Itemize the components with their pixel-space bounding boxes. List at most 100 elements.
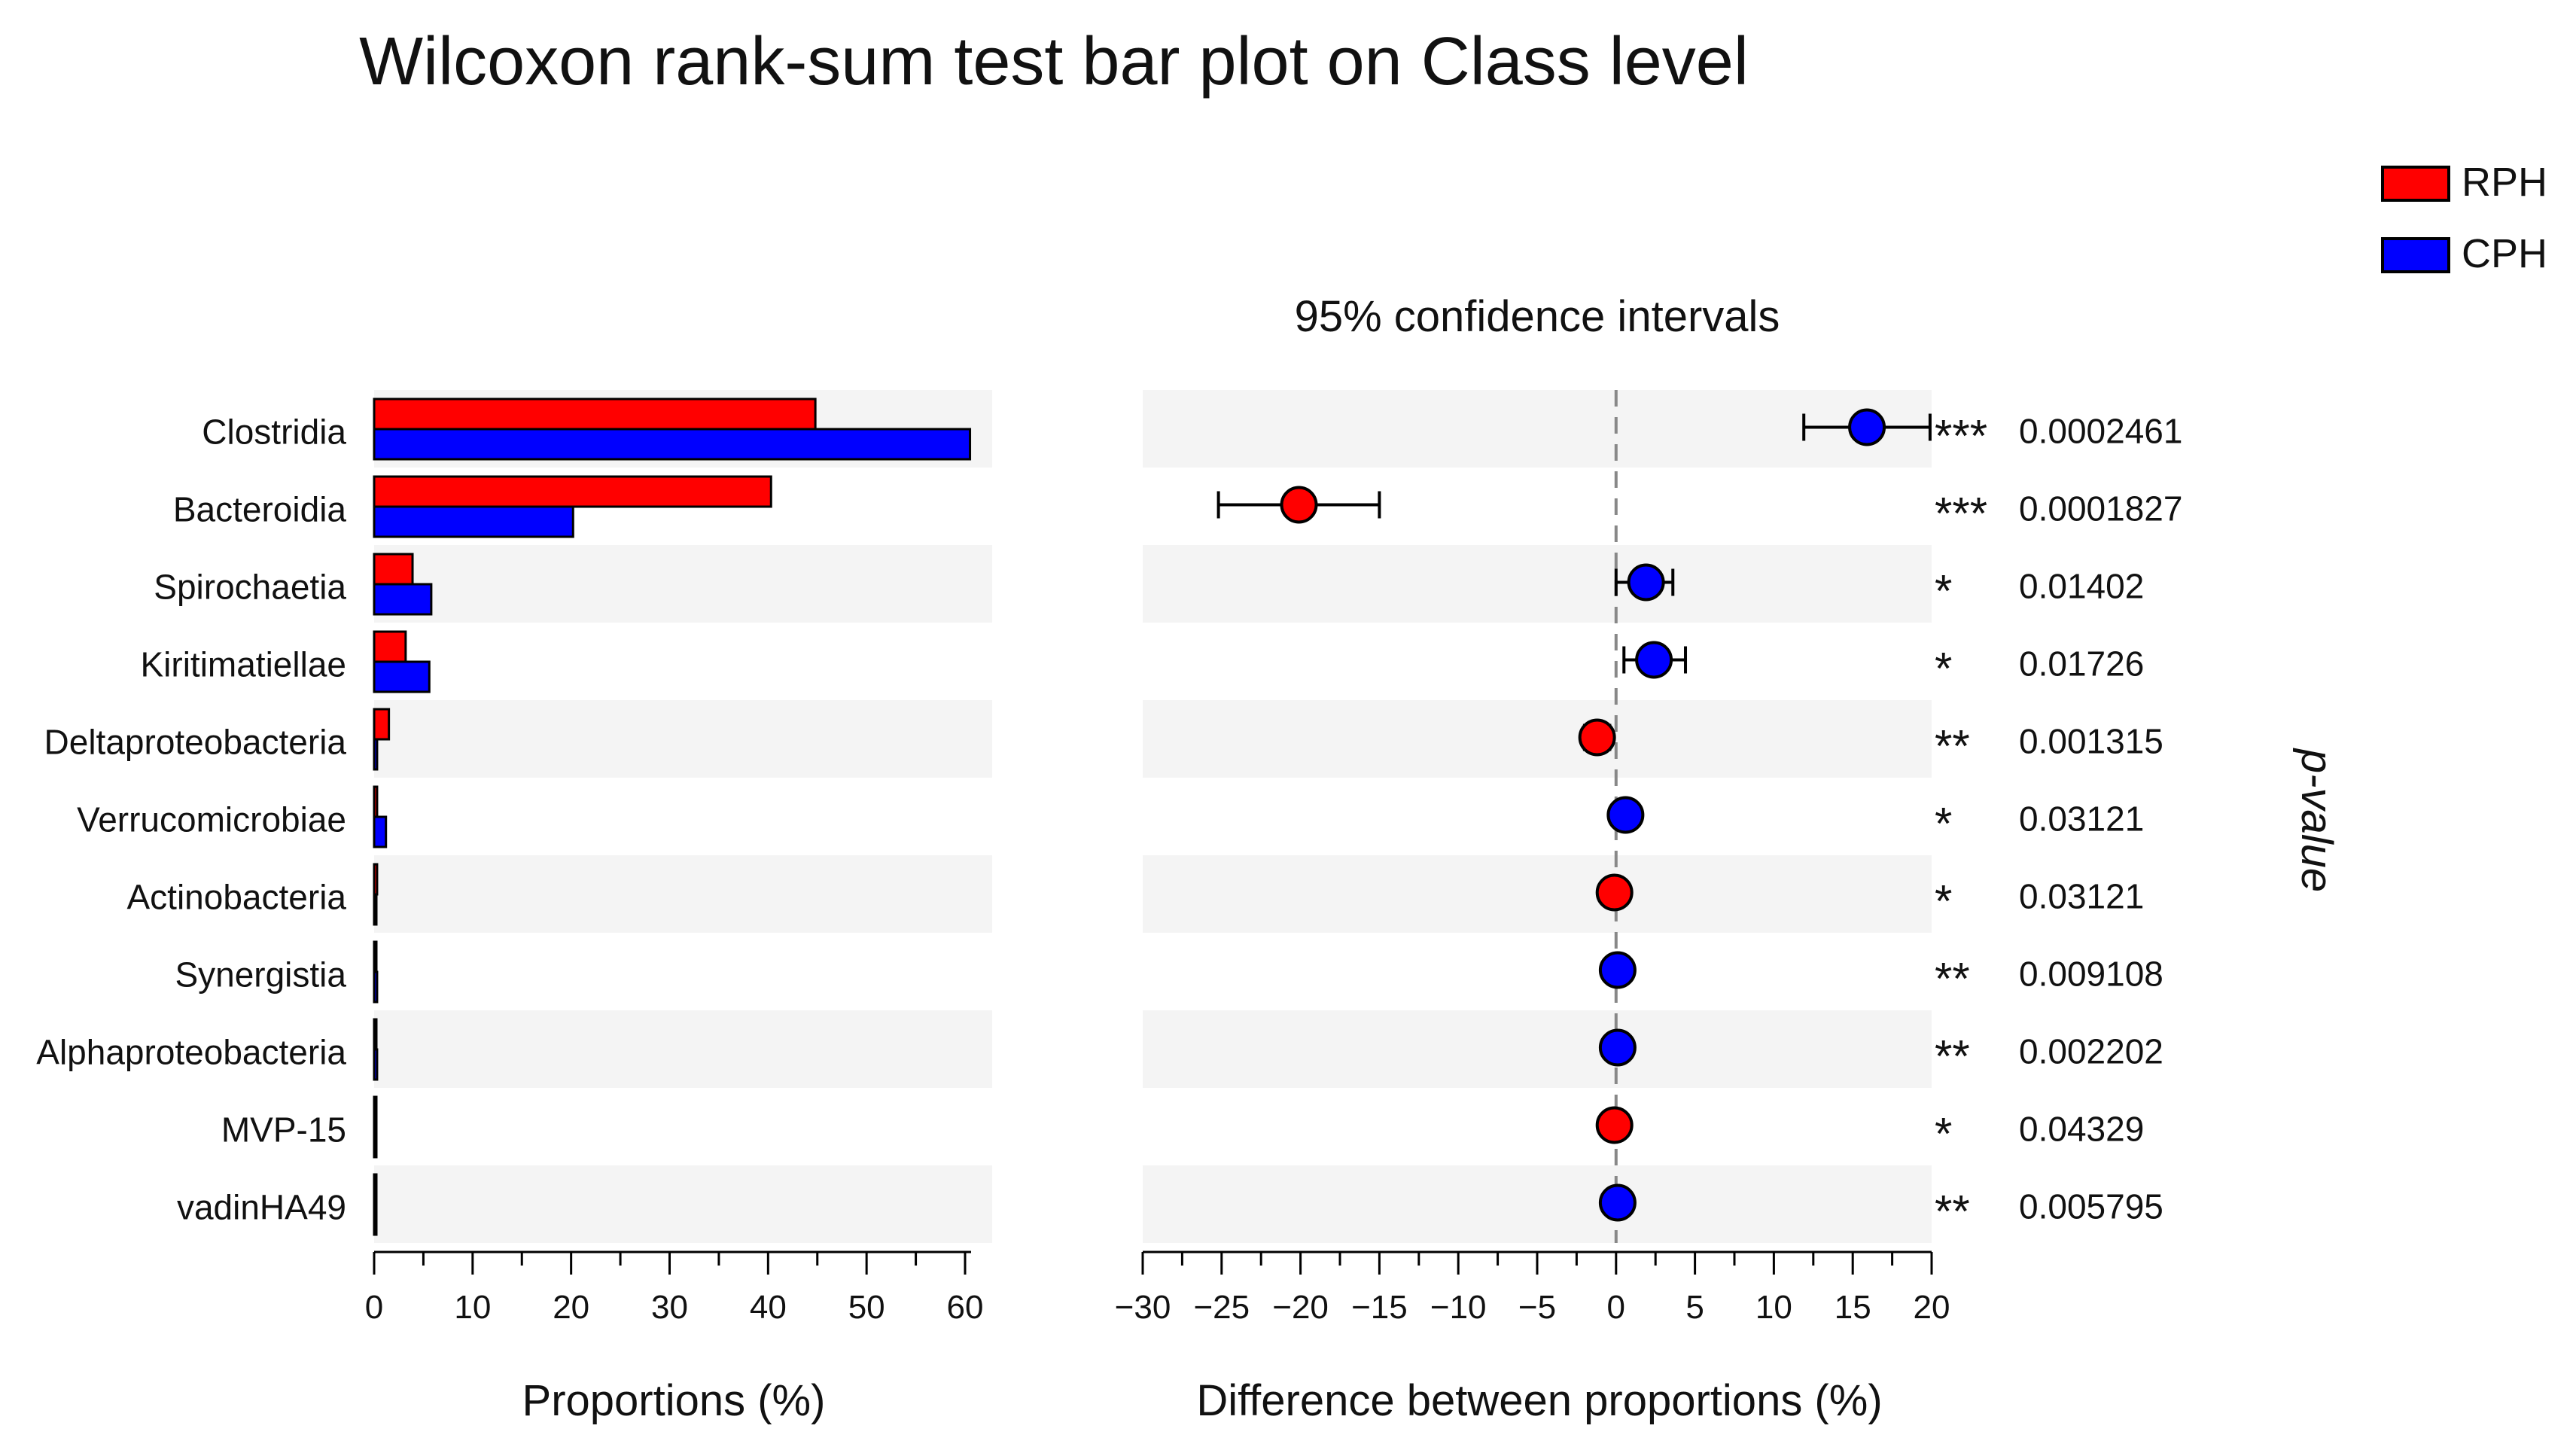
category-label: Clostridia xyxy=(202,413,346,452)
ci-point-cph xyxy=(1627,563,1665,602)
ci-point-rph xyxy=(1595,1106,1634,1144)
bar-cph xyxy=(373,660,431,693)
p-value-label: 0.005795 xyxy=(2019,1187,2163,1226)
significance-stars: ** xyxy=(1935,1031,1970,1082)
ci-point-rph xyxy=(1595,873,1634,912)
bar-cph xyxy=(373,583,433,616)
bar-panel-tick-label: 40 xyxy=(750,1289,787,1326)
chart-title: Wilcoxon rank-sum test bar plot on Class… xyxy=(359,24,1749,99)
bar-row-band-8 xyxy=(374,1010,992,1088)
ci-panel-tick-label: −5 xyxy=(1518,1289,1556,1326)
bar-rph xyxy=(373,785,379,818)
ci-point-cph xyxy=(1606,796,1645,834)
ci-row-band-0 xyxy=(1143,390,1932,468)
p-value-label: 0.01402 xyxy=(2019,567,2144,606)
ci-panel-tick-label: 20 xyxy=(1914,1289,1950,1326)
ci-panel-tick-label: −20 xyxy=(1272,1289,1329,1326)
category-label: Synergistia xyxy=(175,955,346,995)
category-label: Actinobacteria xyxy=(127,878,347,917)
bar-row-band-2 xyxy=(374,545,992,623)
legend-swatch-cph xyxy=(2381,237,2450,273)
ci-panel: *** 0.0002461*** 0.0001827* 0.01402* 0.01726… xyxy=(1216,390,2182,1243)
bar-cph xyxy=(373,738,379,771)
bar-rph xyxy=(373,1173,378,1206)
significance-stars: * xyxy=(1935,644,1952,694)
p-value-label: 0.0001827 xyxy=(2019,489,2182,528)
ci-point-cph xyxy=(1635,641,1673,679)
category-label: Kiritimatiellae xyxy=(140,645,346,684)
row-bands xyxy=(374,390,1932,1243)
p-value-label: 0.03121 xyxy=(2019,800,2144,839)
ci-panel-tick-label: 15 xyxy=(1835,1289,1871,1326)
bar-row-band-10 xyxy=(374,1165,992,1243)
ci-panel-tick-label: 10 xyxy=(1755,1289,1792,1326)
significance-stars: * xyxy=(1935,799,1952,849)
bar-row-band-6 xyxy=(374,855,992,933)
category-label: Bacteroidia xyxy=(173,490,347,529)
ci-row-band-4 xyxy=(1143,700,1932,778)
ci-point-cph xyxy=(1598,1183,1637,1222)
bar-cph xyxy=(373,815,388,848)
ci-row-band-2 xyxy=(1143,545,1932,623)
category-label: vadinHA49 xyxy=(177,1188,346,1227)
bar-panel-tick-label: 0 xyxy=(365,1289,383,1326)
significance-stars: * xyxy=(1935,876,1952,927)
significance-stars: ** xyxy=(1935,954,1970,1004)
bar-panel-xlabel: Proportions (%) xyxy=(522,1376,826,1425)
ci-panel-tick-label: −30 xyxy=(1115,1289,1171,1326)
ci-point-cph xyxy=(1848,408,1886,446)
bar-cph xyxy=(373,505,574,538)
bar-cph xyxy=(373,1203,378,1236)
bar-rph xyxy=(373,398,817,431)
bar-rph xyxy=(373,863,379,896)
ci-row-band-8 xyxy=(1143,1010,1932,1088)
bar-rph xyxy=(373,630,407,663)
ci-row-band-10 xyxy=(1143,1165,1932,1243)
category-label: Deltaproteobacteria xyxy=(44,723,347,762)
ci-point-rph xyxy=(1578,718,1616,757)
bar-rph xyxy=(373,1095,378,1129)
category-label: Alphaproteobacteria xyxy=(36,1033,346,1072)
legend: RPH CPH xyxy=(2381,160,2547,276)
bar-rph xyxy=(373,708,391,741)
bar-row-band-4 xyxy=(374,700,992,778)
ci-panel-tick-label: −10 xyxy=(1430,1289,1487,1326)
bar-panel-tick-label: 20 xyxy=(553,1289,589,1326)
ci-panel-xlabel: Difference between proportions (%) xyxy=(1196,1376,1882,1425)
p-value-label: 0.04329 xyxy=(2019,1110,2144,1149)
p-value-label: 0.001315 xyxy=(2019,722,2163,761)
significance-stars: * xyxy=(1935,1109,1952,1159)
ci-panel-tick-label: −15 xyxy=(1351,1289,1408,1326)
p-value-axis-label: p-value xyxy=(2292,748,2341,892)
ci-panel-tick-label: −25 xyxy=(1193,1289,1250,1326)
bar-panel-tick-label: 60 xyxy=(947,1289,984,1326)
significance-stars: ** xyxy=(1935,1186,1970,1237)
bar-cph xyxy=(373,1048,379,1081)
legend-label-rph: RPH xyxy=(2462,160,2547,205)
bar-rph xyxy=(373,940,378,973)
bar-cph xyxy=(373,970,379,1004)
significance-stars: ** xyxy=(1935,721,1970,772)
ci-panel-tick-label: 0 xyxy=(1607,1289,1625,1326)
ci-point-rph xyxy=(1280,486,1318,524)
bar-panel-tick-label: 50 xyxy=(848,1289,885,1326)
bar-rph xyxy=(373,1018,378,1051)
legend-label-cph: CPH xyxy=(2462,231,2547,276)
bar-cph xyxy=(373,1126,378,1159)
bar-cph xyxy=(373,428,972,461)
bar-cph xyxy=(373,893,378,926)
axes: 0 10 20 30 40 50 60 −30 −25 −20 −15 −10 −5 0 5 10 15 20 xyxy=(365,1250,1950,1326)
bar-panel-tick-label: 10 xyxy=(454,1289,491,1326)
p-value-label: 0.0002461 xyxy=(2019,412,2182,451)
legend-swatch-rph xyxy=(2381,166,2450,202)
category-label: MVP-15 xyxy=(221,1110,346,1150)
ci-point-cph xyxy=(1598,1028,1637,1067)
category-label: Spirochaetia xyxy=(154,568,346,607)
p-value-label: 0.03121 xyxy=(2019,877,2144,916)
category-label: Verrucomicrobiae xyxy=(77,800,346,839)
significance-stars: * xyxy=(1935,566,1952,617)
significance-stars: *** xyxy=(1935,489,1987,539)
bar-rph xyxy=(373,553,414,586)
